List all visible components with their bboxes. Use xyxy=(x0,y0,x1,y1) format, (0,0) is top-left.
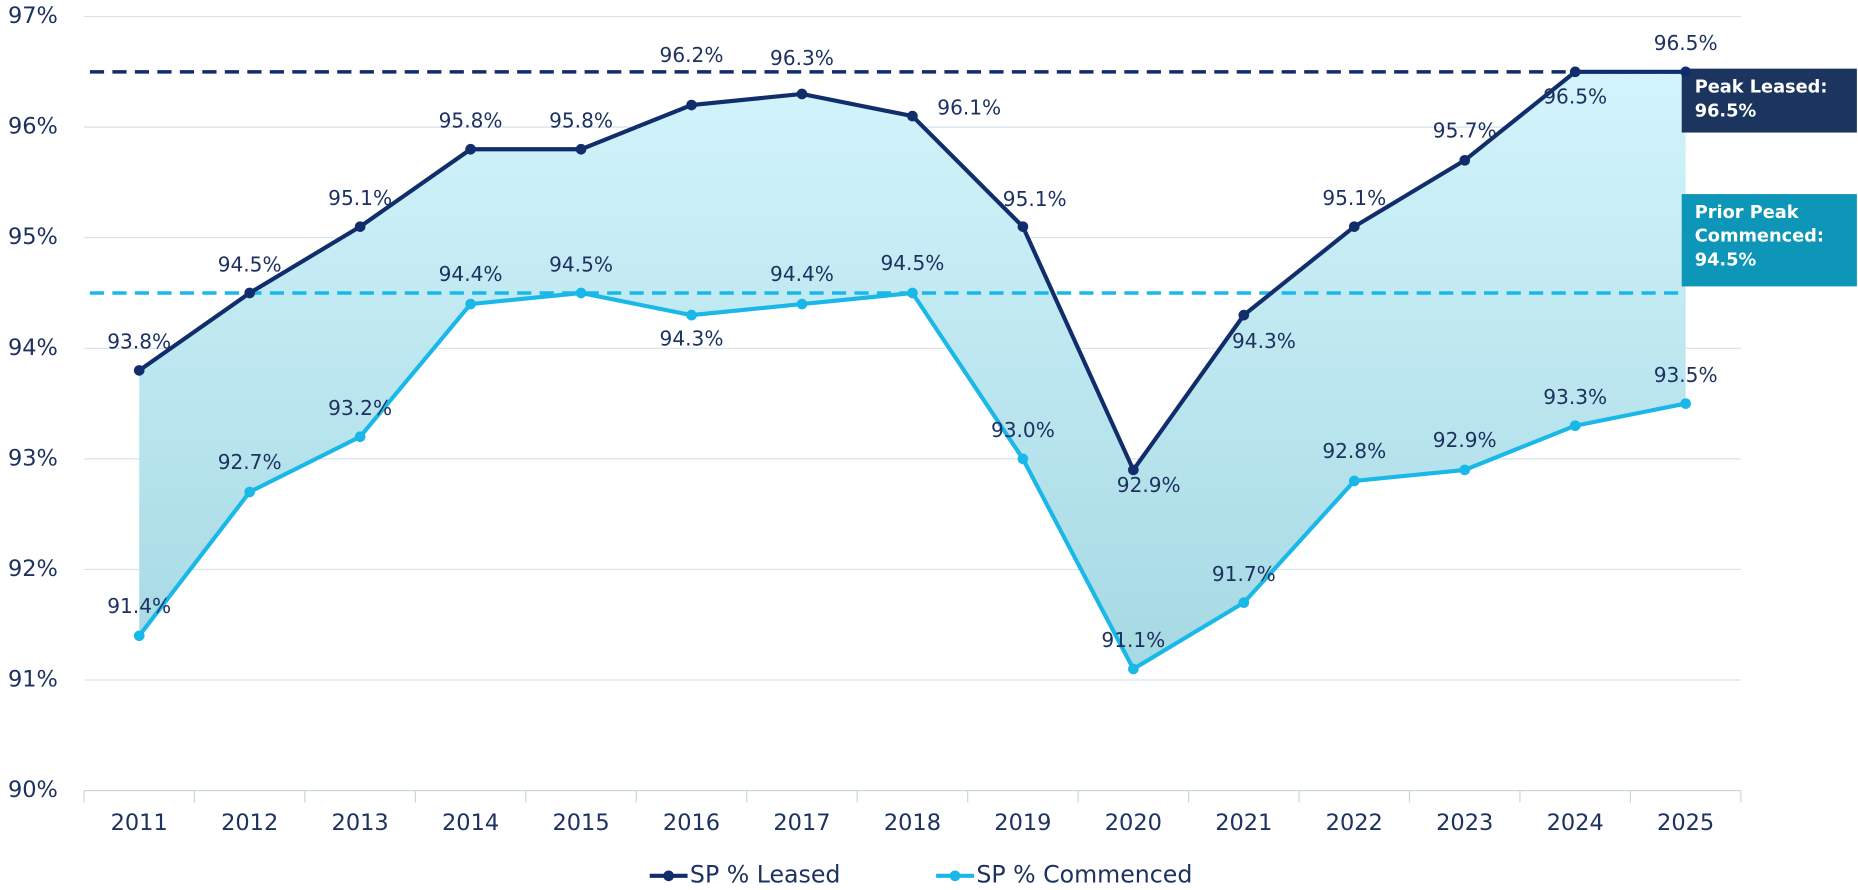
data-point xyxy=(575,287,587,299)
annotation-text: 96.5% xyxy=(1695,101,1757,121)
annotation-text: 94.5% xyxy=(1695,250,1757,270)
data-label: 92.9% xyxy=(1117,473,1181,497)
annotation-text: Peak Leased: xyxy=(1695,78,1828,98)
x-tick-label: 2022 xyxy=(1326,810,1383,836)
data-label: 96.1% xyxy=(937,95,1001,119)
data-point xyxy=(244,287,255,299)
x-tick-label: 2018 xyxy=(884,810,941,836)
data-label: 96.2% xyxy=(660,43,724,67)
data-label: 93.8% xyxy=(107,330,171,354)
x-tick-label: 2011 xyxy=(111,810,168,836)
data-label: 96.5% xyxy=(1654,31,1718,55)
data-label: 95.8% xyxy=(549,109,613,133)
data-point xyxy=(1017,221,1029,232)
data-point xyxy=(686,309,697,321)
x-tick-label: 2016 xyxy=(663,810,720,836)
y-tick-label: 95% xyxy=(8,224,58,250)
data-label: 94.5% xyxy=(549,252,613,276)
data-label: 91.1% xyxy=(1101,628,1165,652)
data-label: 93.5% xyxy=(1654,363,1718,387)
annotation-box xyxy=(1681,68,1857,133)
data-point xyxy=(1569,66,1581,78)
data-point xyxy=(465,143,476,155)
y-tick-label: 92% xyxy=(8,556,58,582)
data-point xyxy=(796,88,808,100)
data-label: 94.4% xyxy=(439,262,503,286)
data-label: 91.7% xyxy=(1212,562,1276,586)
data-point xyxy=(244,486,255,498)
data-label: 95.1% xyxy=(328,186,392,210)
data-label: 95.1% xyxy=(1322,186,1386,210)
data-label: 91.4% xyxy=(107,594,171,618)
data-label: 93.0% xyxy=(991,418,1055,442)
y-tick-label: 94% xyxy=(8,335,58,361)
data-label: 94.3% xyxy=(1232,329,1296,353)
x-tick-label: 2020 xyxy=(1105,810,1162,836)
y-tick-label: 97% xyxy=(8,3,58,29)
x-tick-label: 2025 xyxy=(1657,810,1714,836)
data-point xyxy=(1348,221,1360,232)
data-point xyxy=(1680,66,1691,78)
data-label: 94.3% xyxy=(660,326,724,350)
data-label: 93.2% xyxy=(328,396,392,420)
y-tick-label: 91% xyxy=(8,667,58,693)
data-point xyxy=(1459,464,1471,476)
annotation-text: Commenced: xyxy=(1695,227,1824,247)
data-point xyxy=(1569,420,1581,432)
data-point xyxy=(133,365,145,376)
x-tick-label: 2012 xyxy=(221,810,278,836)
annotation-text: Prior Peak xyxy=(1695,203,1800,223)
data-point xyxy=(1348,475,1360,487)
data-label: 95.7% xyxy=(1433,118,1497,142)
data-label: 92.7% xyxy=(218,450,282,474)
x-tick-label: 2014 xyxy=(442,810,499,836)
data-point xyxy=(907,287,918,299)
data-label: 92.9% xyxy=(1433,428,1497,452)
data-point xyxy=(354,431,366,443)
y-tick-label: 93% xyxy=(8,445,58,471)
data-point xyxy=(133,630,145,642)
x-tick-label: 2013 xyxy=(332,810,389,836)
data-label: 94.5% xyxy=(880,251,944,275)
data-label: 93.3% xyxy=(1543,385,1607,409)
data-point xyxy=(1128,663,1139,675)
legend-marker xyxy=(663,870,674,882)
x-tick-label: 2017 xyxy=(773,810,830,836)
data-point xyxy=(1017,453,1029,465)
x-tick-label: 2021 xyxy=(1215,810,1272,836)
area-between xyxy=(139,71,1686,669)
data-point xyxy=(575,143,587,155)
legend-item: SP % Leased xyxy=(649,860,841,888)
data-label: 92.8% xyxy=(1322,439,1386,463)
data-point xyxy=(1459,154,1471,166)
legend-item: SP % Commenced xyxy=(936,860,1192,888)
data-point xyxy=(1680,398,1691,409)
data-point xyxy=(465,298,476,310)
annotation-box xyxy=(1681,194,1857,287)
x-tick-label: 2023 xyxy=(1436,810,1493,836)
legend-label: SP % Commenced xyxy=(976,860,1192,888)
data-point xyxy=(686,99,697,111)
data-point xyxy=(796,298,808,310)
data-point xyxy=(1128,464,1139,476)
y-tick-label: 96% xyxy=(8,114,58,140)
data-point xyxy=(907,110,918,122)
data-label: 96.5% xyxy=(1543,84,1607,108)
legend-marker xyxy=(949,870,961,882)
data-point xyxy=(1238,597,1250,608)
data-label: 96.3% xyxy=(770,46,834,70)
legend-label: SP % Leased xyxy=(690,860,841,888)
data-label: 95.8% xyxy=(439,109,503,133)
data-label: 94.4% xyxy=(770,262,834,286)
x-tick-label: 2015 xyxy=(552,810,609,836)
data-label: 94.5% xyxy=(218,252,282,276)
data-label: 95.1% xyxy=(1003,187,1067,211)
x-tick-label: 2024 xyxy=(1547,810,1604,836)
x-tick-label: 2019 xyxy=(994,810,1051,836)
data-point xyxy=(354,221,366,232)
y-tick-label: 90% xyxy=(8,777,58,803)
data-point xyxy=(1238,309,1250,321)
